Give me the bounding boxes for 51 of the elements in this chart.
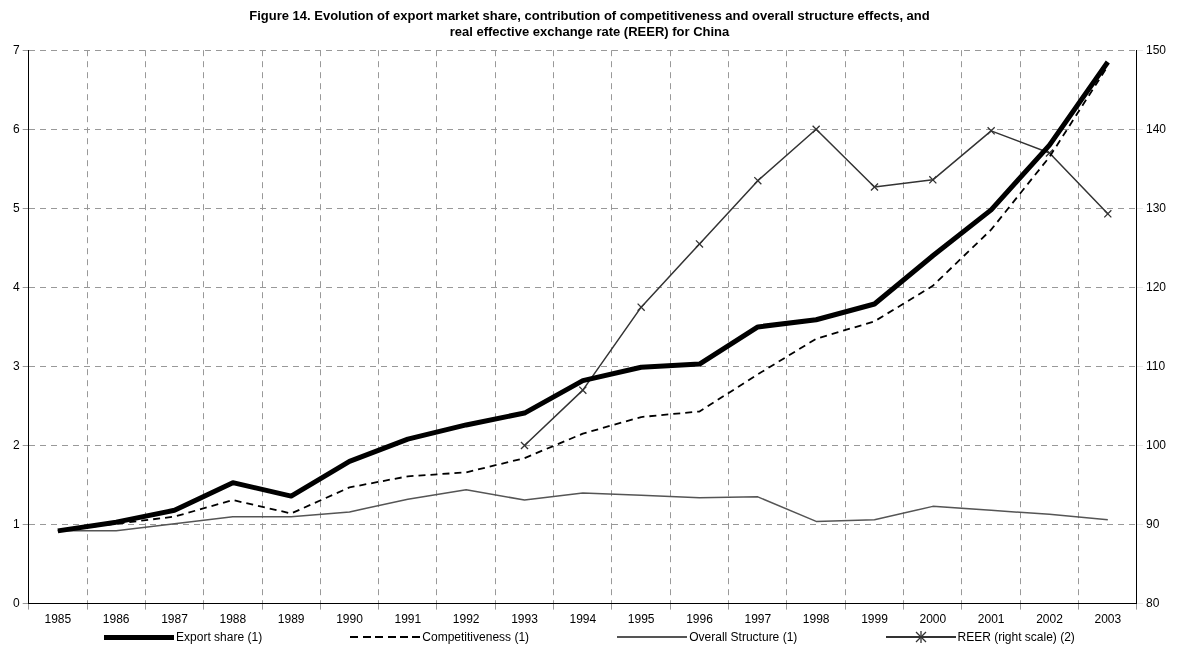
x-tick-label: 1991 <box>394 612 422 627</box>
point <box>636 302 646 312</box>
x-tick-label: 1987 <box>161 612 189 627</box>
y2-tick-label: 80 <box>1145 595 1160 610</box>
point <box>1045 148 1054 158</box>
y2-tick-label: 110 <box>1145 358 1166 373</box>
point <box>578 385 588 395</box>
x-tick-label: 1994 <box>569 612 597 627</box>
x-tick-label: 1995 <box>627 612 655 627</box>
y2-tick-label: 100 <box>1145 437 1167 452</box>
x-tick-label: 1999 <box>861 612 889 627</box>
point <box>811 125 821 134</box>
x-tick-label: 1985 <box>44 612 72 627</box>
point <box>870 182 879 192</box>
point <box>986 126 996 136</box>
x-tick-label: 1992 <box>452 612 480 627</box>
chart-title: Figure 14. Evolution of export market share, contribution of competitiveness and overall structure effects, and real effective exchange rate (REER) for China <box>248 8 931 40</box>
x-tick-label: 1996 <box>686 612 714 627</box>
x-tick-label: 1993 <box>511 612 539 627</box>
x-tick-label: 2002 <box>1036 612 1064 627</box>
point <box>928 175 937 185</box>
x-tick-label: 1986 <box>102 612 130 627</box>
legend-label: Export share (1) <box>176 630 263 644</box>
point <box>695 239 704 249</box>
x-tick-label: 1998 <box>802 612 830 627</box>
point <box>520 441 529 450</box>
y-tick-label: 3 <box>12 358 20 373</box>
x-tick-label: 2001 <box>977 612 1005 627</box>
x-tick-label: 1989 <box>277 612 305 627</box>
y-tick-label: 4 <box>12 279 20 294</box>
legend-label: REER (right scale) (2) <box>957 630 1075 644</box>
y2-tick-label: 120 <box>1145 279 1167 294</box>
legend-label: Overall Structure (1) <box>689 630 798 644</box>
y-tick-label: 2 <box>12 437 20 452</box>
x-tick-label: 1990 <box>336 612 364 627</box>
y-tick-label: 6 <box>12 121 20 136</box>
x-tick-label: 1988 <box>219 612 247 627</box>
point <box>1103 209 1112 219</box>
x-tick-label: 2000 <box>919 612 947 627</box>
x-tick-label: 2003 <box>1094 612 1122 627</box>
point <box>753 176 763 185</box>
y-tick-label: 7 <box>12 42 20 57</box>
y-tick-label: 1 <box>12 516 20 531</box>
y-tick-label: 5 <box>12 200 20 215</box>
y2-tick-label: 90 <box>1145 516 1160 531</box>
y2-tick-label: 140 <box>1145 121 1167 136</box>
legend-label: Competitiveness (1) <box>422 630 530 644</box>
y2-tick-label: 150 <box>1145 42 1167 57</box>
x-tick-label: 1997 <box>744 612 772 627</box>
y-tick-label: 0 <box>12 595 20 610</box>
y2-tick-label: 130 <box>1145 200 1167 215</box>
